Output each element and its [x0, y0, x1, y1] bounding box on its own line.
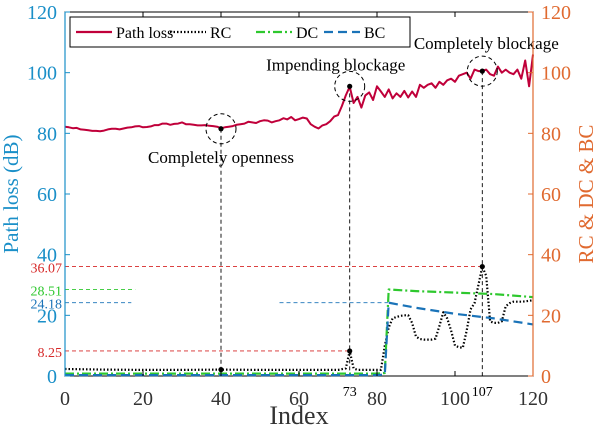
annotation-label: Completely openness	[148, 148, 294, 167]
x-tick-label: 0	[60, 388, 70, 410]
y-left-tick-label: 120	[27, 2, 57, 24]
reference-label: 8.25	[38, 346, 63, 361]
data-point-marker	[218, 367, 224, 373]
reference-label: 24.18	[31, 298, 63, 313]
x-marker-label: 73	[343, 385, 357, 400]
annotation-circle	[205, 113, 237, 145]
series-rc	[64, 265, 534, 371]
y-right-tick-label: 40	[541, 245, 561, 267]
y-right-tick-label: 80	[541, 123, 561, 145]
data-point-marker	[347, 83, 353, 89]
x-tick-label: 120	[518, 388, 548, 410]
y-left-tick-label: 20	[37, 305, 57, 327]
data-point-marker	[479, 263, 485, 270]
x-tick-label: 100	[440, 388, 470, 410]
y-left-tick-label: 100	[27, 63, 57, 85]
x-tick-label: 40	[211, 388, 231, 410]
y-left-tick-label: 40	[37, 245, 57, 267]
data-point-marker	[347, 348, 353, 354]
right-axis-title: RC & DC & BC	[574, 125, 598, 264]
series-layer	[64, 54, 534, 377]
plot-frame	[64, 11, 534, 377]
marker-lines: 73 107	[220, 71, 493, 400]
x-tick-label: 80	[367, 388, 387, 410]
y-left-tick-label: 0	[47, 366, 57, 388]
y-right-tick-label: 120	[541, 2, 571, 24]
x-tick-label: 20	[133, 388, 153, 410]
x-axis-title: Index	[269, 401, 328, 428]
y-left-tick-label: 60	[37, 184, 57, 206]
x-tick-label: 60	[289, 388, 309, 410]
y-right-tick-label: 60	[541, 184, 561, 206]
reference-label: 36.07	[31, 262, 63, 277]
legend-label: RC	[210, 25, 231, 42]
data-point-marker	[218, 126, 224, 132]
annotation-label: Completely blockage	[414, 34, 559, 53]
left-axis-title: Path loss (dB)	[0, 134, 23, 253]
data-point-marker	[479, 68, 485, 74]
series-dc	[65, 288, 534, 375]
reference-label: 28.51	[31, 285, 63, 300]
y-left-tick-label: 80	[37, 123, 57, 145]
plot-area	[64, 11, 534, 377]
y-right-tick-label: 0	[541, 366, 551, 388]
annotations: Completely openness Impending blockage Com…	[148, 34, 559, 167]
legend-label: Path loss	[116, 25, 173, 42]
legend-label: BC	[364, 25, 385, 42]
y-right-tick-label: 100	[541, 63, 571, 85]
annotation-label: Impending blockage	[266, 55, 405, 74]
series-path-loss	[64, 54, 534, 133]
axes: 0 20 40 60 80 100 1200204060801001200204060801…	[27, 2, 571, 410]
annotation-circle	[466, 55, 498, 87]
legend-label: DC	[296, 25, 318, 42]
legend: Path loss RC DC BC	[69, 16, 411, 48]
x-marker-label: 107	[472, 385, 493, 400]
y-right-tick-label: 20	[541, 305, 561, 327]
annotation-circle	[334, 70, 366, 102]
